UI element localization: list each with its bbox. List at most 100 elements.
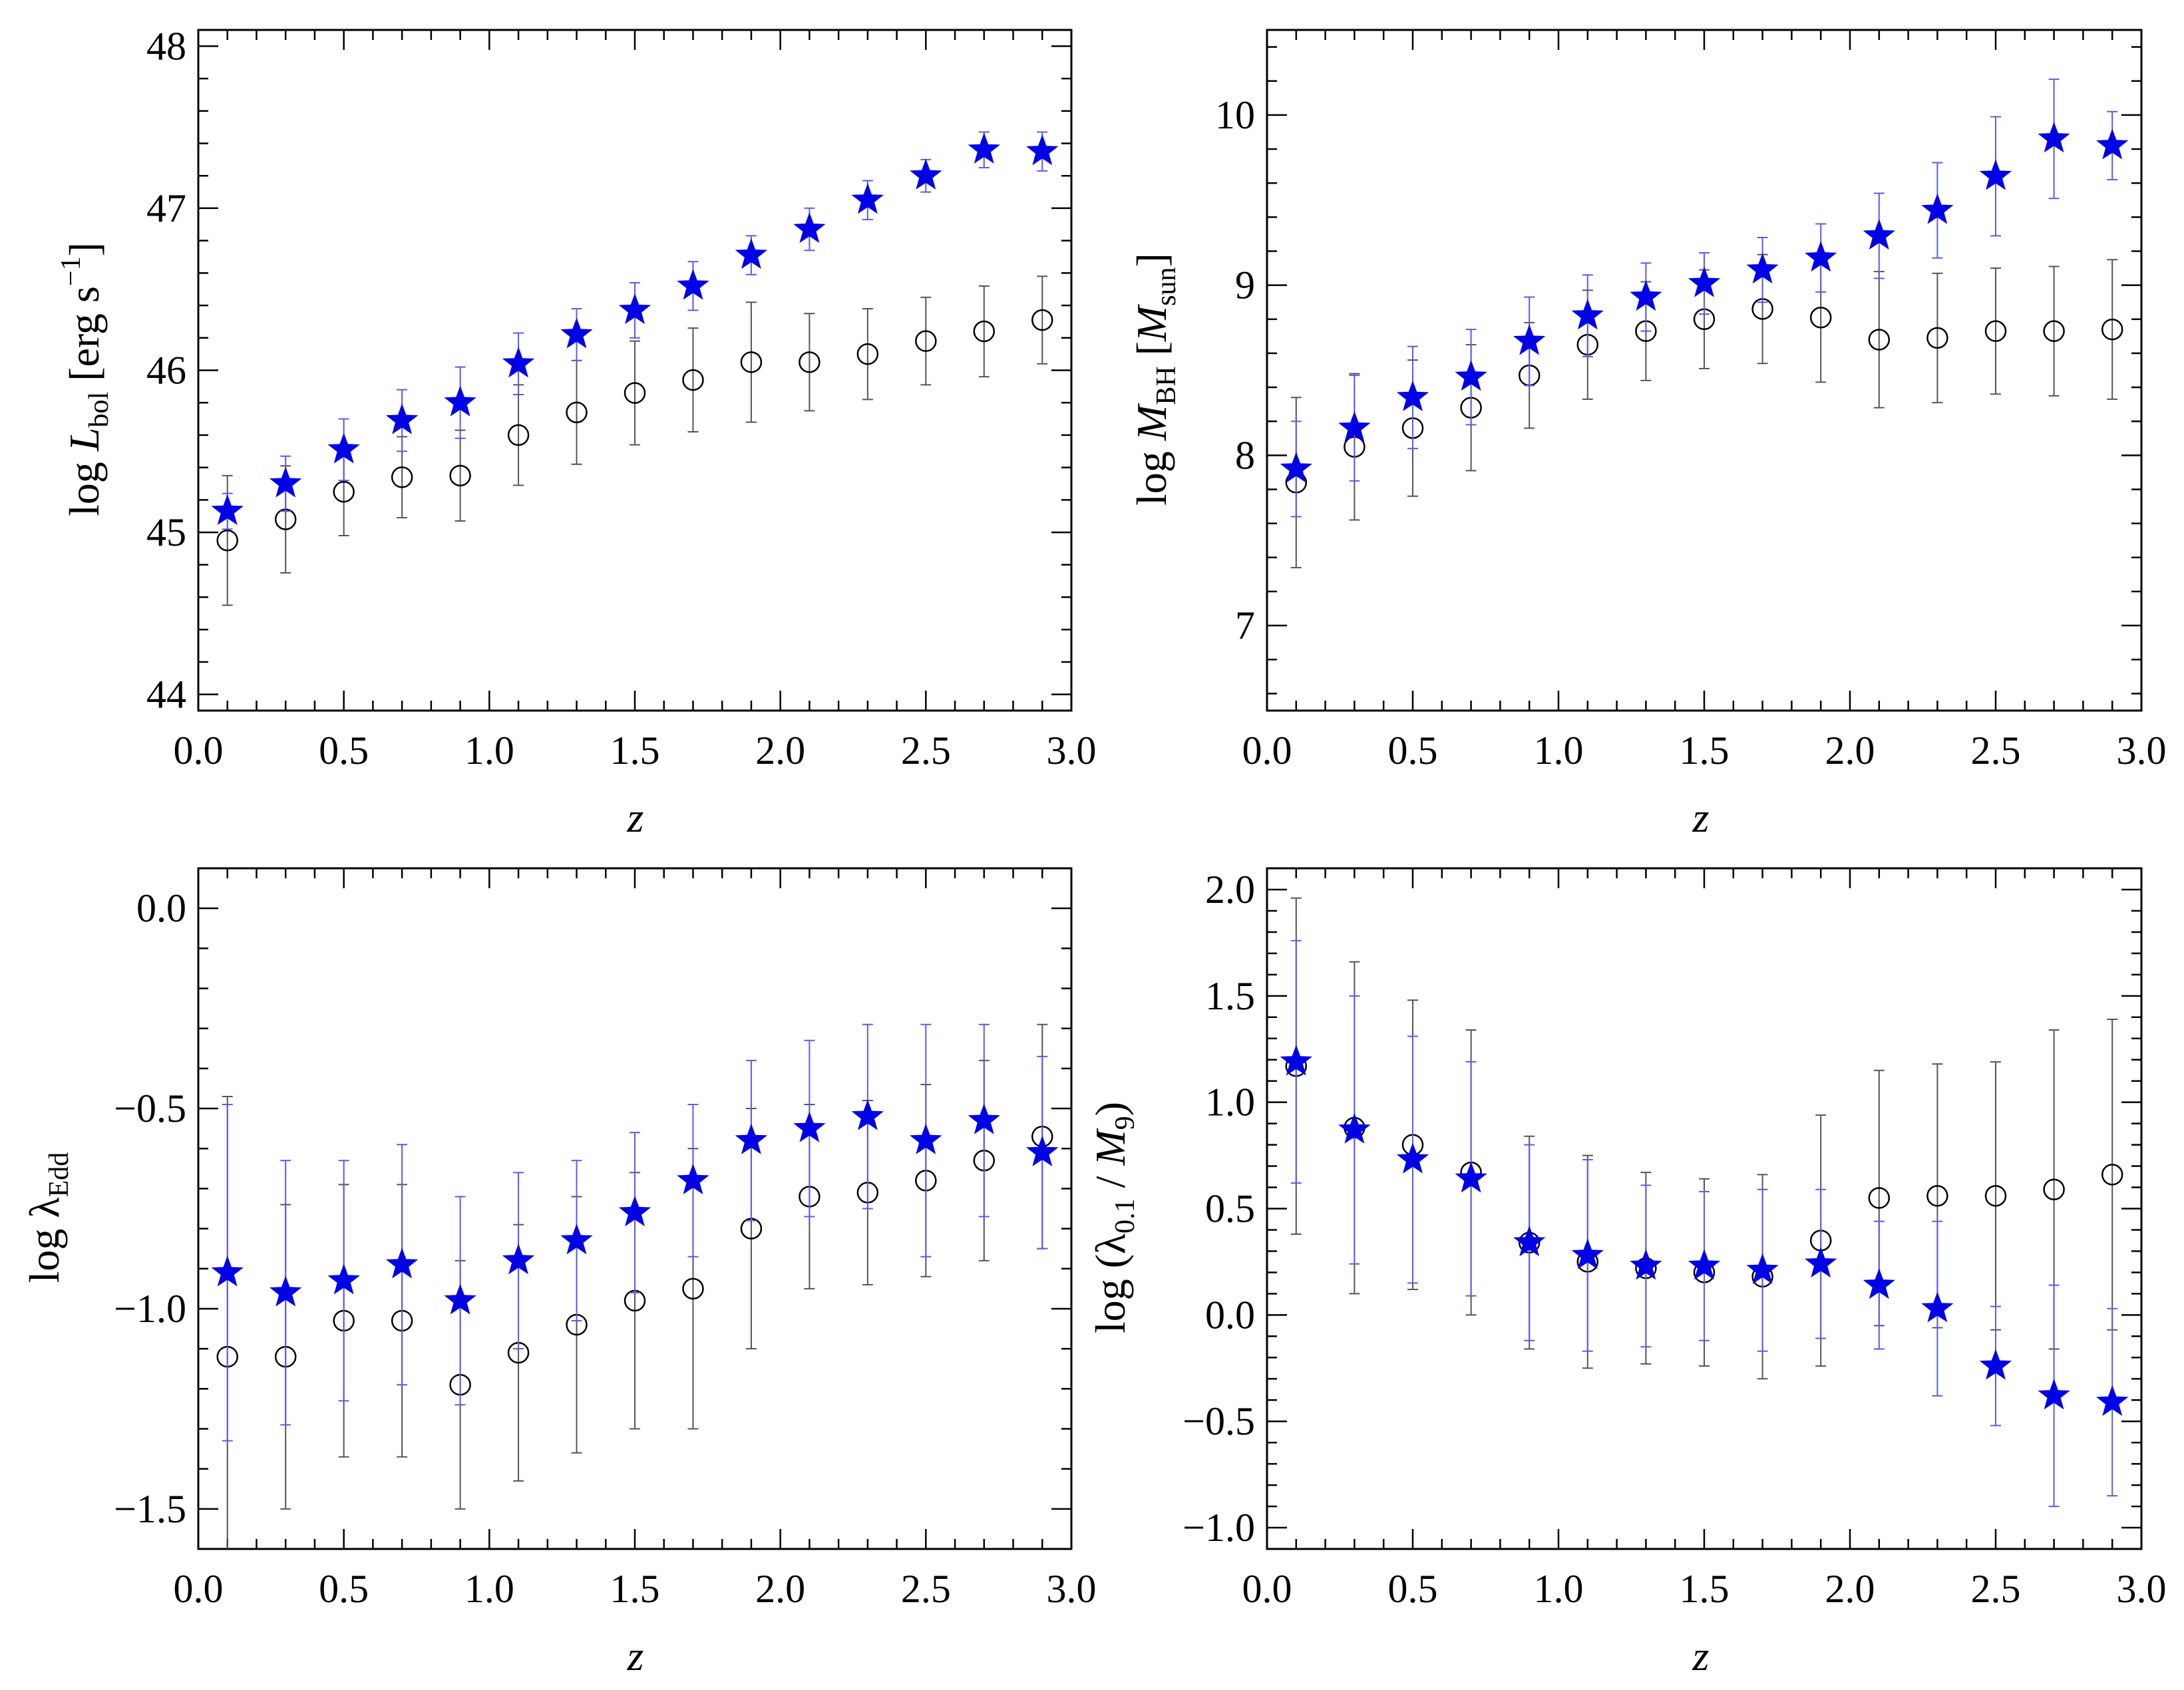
star-point [1513, 1226, 1546, 1257]
star-point [910, 1123, 942, 1154]
star-point [385, 403, 419, 434]
x-tick-label: 0.5 [319, 1567, 369, 1611]
star-point [735, 1123, 768, 1154]
star-point [1921, 193, 1954, 224]
y-tick-label: 7 [1235, 603, 1255, 647]
circle-point [1926, 327, 1948, 349]
star-point [677, 269, 709, 300]
circle-point [1031, 309, 1053, 331]
x-tick-label: 2.0 [1825, 729, 1875, 772]
y-tick-label: 0.5 [1205, 1187, 1255, 1231]
star-point [1455, 360, 1487, 391]
y-axis-label-mbh: log MBH [Msun] [1128, 253, 1182, 506]
y-tick-label: 47 [146, 186, 186, 230]
x-tick-label: 2.0 [755, 729, 805, 772]
circle-point [1868, 329, 1891, 351]
x-axis-label-mbh: z [1692, 794, 1710, 841]
panel-lambda-m9: 0.0 0.5 1.0 1.5 2.0 2.5 3.0 −1.0 −0.5 0.0 0.5 1.0 1.… [1087, 867, 2167, 1679]
star-point [1455, 1162, 1487, 1193]
star-point [385, 1248, 419, 1279]
circle-point [449, 464, 471, 487]
x-tick-label: 0.0 [174, 729, 224, 772]
star-point [1026, 1135, 1059, 1166]
circle-point [624, 382, 646, 404]
x-tick-label: 0.5 [319, 729, 369, 772]
star-point [1805, 241, 1837, 272]
star-point [910, 158, 942, 190]
star-point [1280, 1045, 1312, 1076]
star-point [560, 317, 593, 349]
x-axis-label-lambda-m9: z [1692, 1632, 1710, 1679]
star-point [270, 466, 302, 498]
panel-mbh: 0.0 0.5 1.0 1.5 2.0 2.5 3.0 7 8 9 10 z log MBH [Ms… [1128, 29, 2167, 841]
star-point [1571, 1238, 1604, 1269]
star-point [1746, 1253, 1779, 1284]
x-tick-label: 2.0 [1825, 1567, 1875, 1611]
star-point [793, 1111, 826, 1142]
star-point [444, 385, 476, 417]
x-tick-label: 2.0 [755, 1567, 805, 1611]
y-tick-label: 45 [146, 510, 186, 554]
star-point [1863, 219, 1895, 250]
x-tick-label: 1.5 [610, 1567, 660, 1611]
x-tick-label: 3.0 [2117, 729, 2167, 772]
plot-area-lambda-m9: 0.0 0.5 1.0 1.5 2.0 2.5 3.0 −1.0 −0.5 0.0 0.5 1.0 1.… [1183, 867, 2167, 1611]
circle-point [2043, 320, 2065, 342]
star-point [560, 1224, 593, 1255]
star-point [793, 212, 826, 244]
star-point [444, 1283, 476, 1315]
star-point [1688, 266, 1721, 297]
circle-point [1984, 320, 2007, 342]
y-tick-label: 9 [1235, 263, 1255, 307]
star-point [1688, 1249, 1721, 1280]
circle-point [682, 369, 704, 391]
x-tick-label: 0.0 [1242, 1567, 1292, 1611]
x-tick-label: 1.0 [464, 1567, 514, 1611]
circle-point [740, 351, 763, 373]
star-point [1630, 1249, 1662, 1280]
star-point [2038, 1379, 2070, 1410]
circle-point [856, 343, 879, 365]
star-point [1979, 159, 2012, 190]
data-layer-lbol [211, 131, 1059, 606]
star-point [677, 1163, 709, 1194]
circle-point [2043, 1178, 2065, 1200]
x-tick-label: 2.5 [901, 729, 951, 772]
y-axis-label-ledd: log λEdd [21, 1152, 75, 1283]
x-tick-label: 3.0 [2117, 1567, 2167, 1611]
y-axis-label-lambda-m9: log (λ0.1 / M9) [1087, 1102, 1141, 1333]
data-layer-ledd [211, 1023, 1059, 1549]
y-tick-label: −1.0 [1183, 1506, 1255, 1550]
star-point [1338, 1112, 1371, 1144]
star-point [1396, 1142, 1429, 1174]
x-axis-label-ledd: z [627, 1632, 644, 1679]
circle-point [507, 424, 530, 446]
x-tick-label: 1.5 [1680, 729, 1729, 772]
circle-point [1809, 306, 1832, 329]
x-tick-label: 0.5 [1388, 729, 1438, 772]
y-tick-label: 8 [1235, 433, 1255, 477]
star-point [2096, 128, 2129, 160]
data-layer-lambda_m9 [1280, 897, 2129, 1508]
y-tick-label: −1.0 [114, 1287, 186, 1331]
circle-point [973, 320, 996, 343]
circle-point [391, 466, 413, 488]
plot-area-ledd: 0.0 0.5 1.0 1.5 2.0 2.5 3.0 −1.5 −1.0 −0.5 0.0 [114, 867, 1097, 1611]
star-point [851, 1099, 884, 1130]
circle-point [566, 401, 588, 424]
star-point [1746, 253, 1779, 284]
star-point [1571, 299, 1604, 330]
x-tick-label: 3.0 [1047, 1567, 1097, 1611]
y-tick-label: 0.0 [136, 886, 186, 930]
plot-area-mbh: 0.0 0.5 1.0 1.5 2.0 2.5 3.0 7 8 9 10 [1215, 29, 2167, 772]
y-tick-label: 44 [146, 673, 186, 717]
y-tick-label: 0.0 [1205, 1293, 1255, 1337]
x-tick-label: 2.5 [901, 1567, 951, 1611]
panel-ledd: 0.0 0.5 1.0 1.5 2.0 2.5 3.0 −1.5 −1.0 −0.5 0.0 z l… [21, 867, 1097, 1679]
x-tick-label: 2.5 [1971, 1567, 2021, 1611]
circle-point [682, 1277, 704, 1300]
x-tick-label: 0.0 [1242, 729, 1292, 772]
x-tick-label: 3.0 [1047, 729, 1097, 772]
x-tick-label: 1.0 [464, 729, 514, 772]
